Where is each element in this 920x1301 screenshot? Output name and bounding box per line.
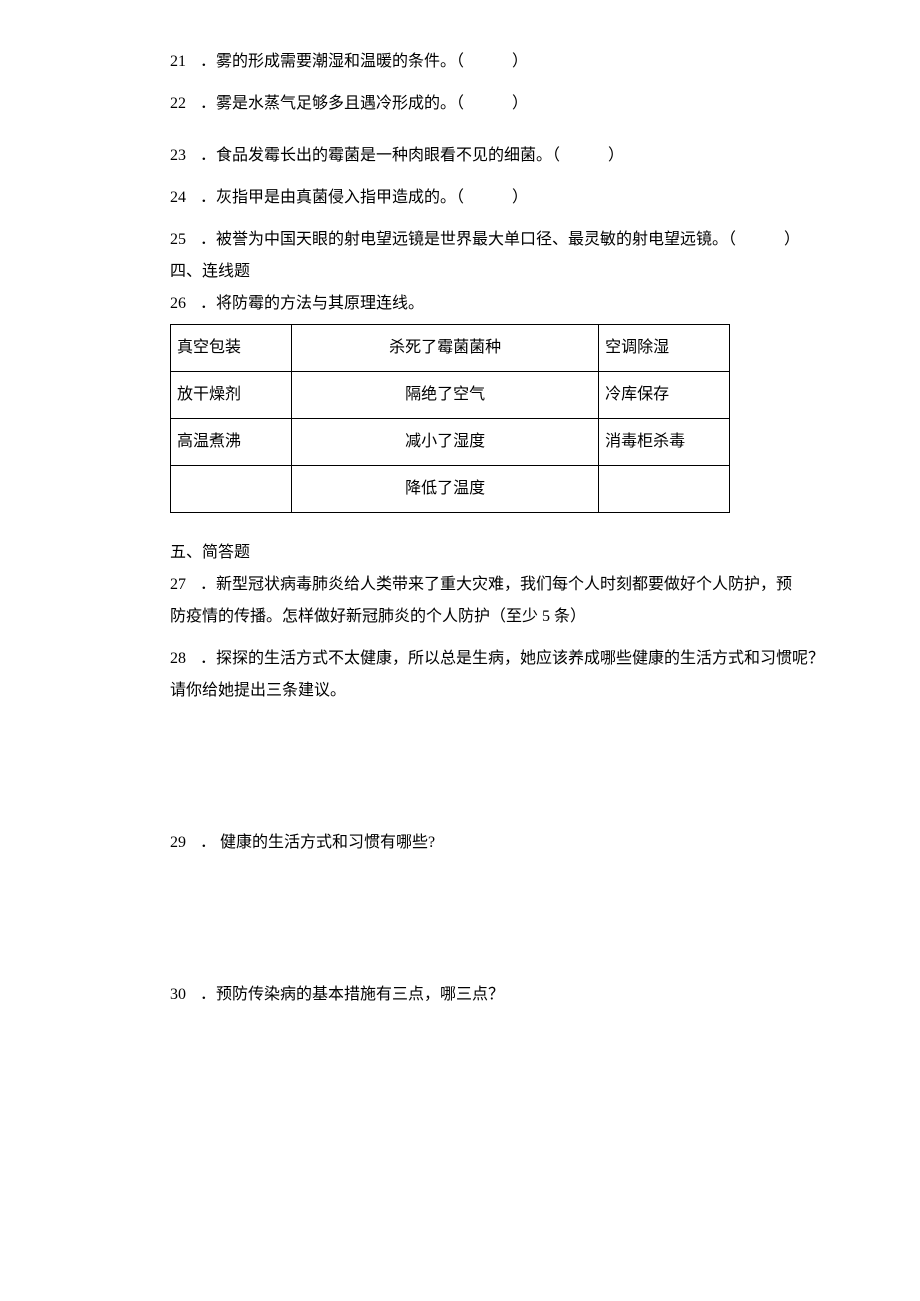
match-table: 真空包装 杀死了霉菌菌种 空调除湿 放干燥剂 隔绝了空气 冷库保存 高温煮沸 减… <box>170 324 730 513</box>
q27-num: 27 <box>170 573 196 597</box>
question-24: 24 ．灰指甲是由真菌侵入指甲造成的。（ ） <box>170 186 800 210</box>
cell-left <box>171 466 292 513</box>
question-21: 21 ．雾的形成需要潮湿和温暖的条件。（ ） <box>170 50 800 74</box>
question-30: 30 ．预防传染病的基本措施有三点，哪三点？ <box>170 983 800 1007</box>
cell-mid: 减小了湿度 <box>292 419 599 466</box>
cell-mid: 降低了温度 <box>292 466 599 513</box>
blank-space <box>170 873 800 983</box>
page-content: 21 ．雾的形成需要潮湿和温暖的条件。（ ） 22 ．雾是水蒸气足够多且遇冷形成… <box>170 50 800 1085</box>
question-28-line1: 28 ．探探的生活方式不太健康，所以总是生病，她应该养成哪些健康的生活方式和习惯… <box>170 647 800 671</box>
q30-text: ．预防传染病的基本措施有三点，哪三点？ <box>200 986 504 1003</box>
question-29: 29 ． 健康的生活方式和习惯有哪些? <box>170 831 800 855</box>
table-row: 高温煮沸 减小了湿度 消毒柜杀毒 <box>171 419 730 466</box>
section-4-heading: 四、连线题 <box>170 260 800 284</box>
q28-text1: ．探探的生活方式不太健康，所以总是生病，她应该养成哪些健康的生活方式和习惯呢？ <box>200 650 824 667</box>
section-5-heading: 五、简答题 <box>170 541 800 565</box>
question-27-line1: 27 ．新型冠状病毒肺炎给人类带来了重大灾难，我们每个人时刻都要做好个人防护，预 <box>170 573 800 597</box>
table-row: 放干燥剂 隔绝了空气 冷库保存 <box>171 372 730 419</box>
q26-text: ．将防霉的方法与其原理连线。 <box>200 295 424 312</box>
q24-text: ．灰指甲是由真菌侵入指甲造成的。（ ） <box>200 189 528 206</box>
q27-text1: ．新型冠状病毒肺炎给人类带来了重大灾难，我们每个人时刻都要做好个人防护，预 <box>200 576 792 593</box>
blank-space <box>170 1025 800 1085</box>
question-25: 25 ．被誉为中国天眼的射电望远镜是世界最大单口径、最灵敏的射电望远镜。（ ） <box>170 228 800 252</box>
cell-left: 高温煮沸 <box>171 419 292 466</box>
cell-mid: 隔绝了空气 <box>292 372 599 419</box>
question-22: 22 ．雾是水蒸气足够多且遇冷形成的。（ ） <box>170 92 800 116</box>
question-28-line2: 请你给她提出三条建议。 <box>170 679 800 703</box>
q24-num: 24 <box>170 186 196 210</box>
cell-right <box>599 466 730 513</box>
cell-left: 真空包装 <box>171 325 292 372</box>
table-row: 降低了温度 <box>171 466 730 513</box>
blank-space <box>170 721 800 831</box>
cell-right: 冷库保存 <box>599 372 730 419</box>
question-27-line2: 防疫情的传播。怎样做好新冠肺炎的个人防护（至少 5 条） <box>170 605 800 629</box>
q25-text: ．被誉为中国天眼的射电望远镜是世界最大单口径、最灵敏的射电望远镜。（ ） <box>200 231 800 248</box>
q21-text: ．雾的形成需要潮湿和温暖的条件。（ ） <box>200 53 528 70</box>
q29-num: 29 <box>170 831 196 855</box>
table-row: 真空包装 杀死了霉菌菌种 空调除湿 <box>171 325 730 372</box>
q22-num: 22 <box>170 92 196 116</box>
q22-text: ．雾是水蒸气足够多且遇冷形成的。（ ） <box>200 95 528 112</box>
q23-text: ．食品发霉长出的霉菌是一种肉眼看不见的细菌。（ ） <box>200 147 624 164</box>
q29-text: ． 健康的生活方式和习惯有哪些? <box>200 834 435 851</box>
q26-num: 26 <box>170 292 196 316</box>
question-23: 23 ．食品发霉长出的霉菌是一种肉眼看不见的细菌。（ ） <box>170 144 800 168</box>
cell-mid: 杀死了霉菌菌种 <box>292 325 599 372</box>
cell-left: 放干燥剂 <box>171 372 292 419</box>
q25-num: 25 <box>170 228 196 252</box>
q21-num: 21 <box>170 50 196 74</box>
cell-right: 消毒柜杀毒 <box>599 419 730 466</box>
q28-num: 28 <box>170 647 196 671</box>
q23-num: 23 <box>170 144 196 168</box>
cell-right: 空调除湿 <box>599 325 730 372</box>
question-26: 26 ．将防霉的方法与其原理连线。 <box>170 292 800 316</box>
q30-num: 30 <box>170 983 196 1007</box>
